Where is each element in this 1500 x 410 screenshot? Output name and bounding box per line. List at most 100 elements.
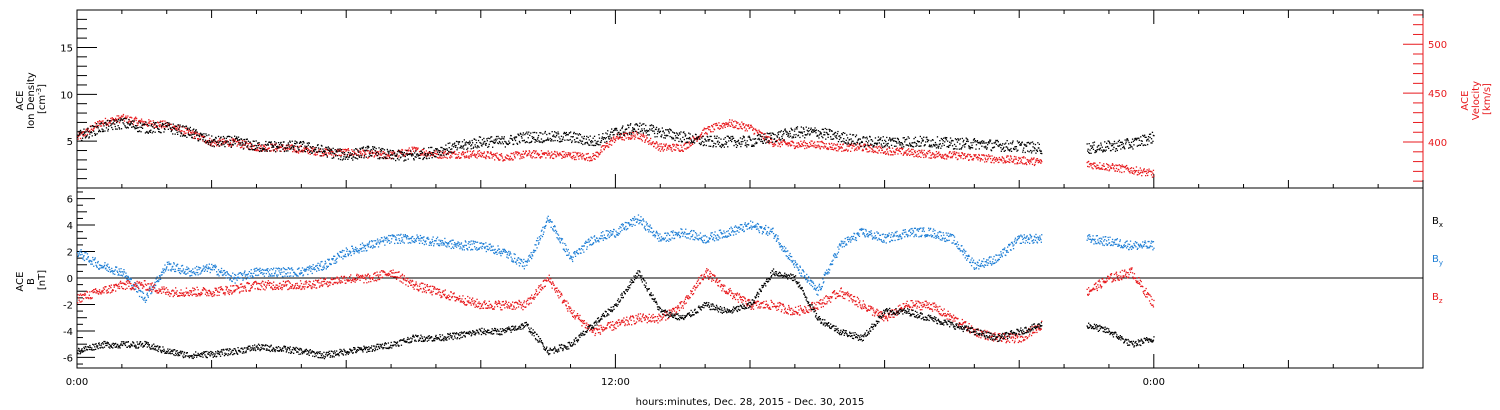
density-point: [1119, 144, 1121, 147]
velocity-point: [1031, 159, 1033, 161]
density-point: [111, 123, 113, 125]
by-point: [298, 267, 300, 269]
velocity-point: [584, 159, 586, 161]
density-point: [773, 138, 776, 140]
density-point: [829, 130, 831, 132]
by-point: [285, 273, 287, 275]
density-point: [525, 141, 527, 143]
by-point: [93, 265, 95, 267]
density-point: [473, 146, 475, 148]
velocity-point: [141, 120, 143, 122]
velocity-point: [735, 124, 737, 127]
by-point: [271, 275, 273, 277]
velocity-point: [656, 142, 658, 144]
velocity-point: [744, 126, 746, 128]
density-point: [435, 156, 437, 158]
density-point: [454, 142, 456, 144]
density-point: [1030, 141, 1032, 144]
velocity-point: [1015, 156, 1017, 158]
density-point: [409, 153, 411, 155]
by-point: [287, 272, 289, 274]
velocity-point: [109, 122, 111, 124]
velocity-point: [810, 140, 812, 142]
density-point: [931, 146, 933, 148]
velocity-point: [549, 152, 551, 154]
by-point: [273, 275, 275, 277]
by-point: [270, 268, 272, 270]
density-point: [823, 131, 825, 133]
density-point: [1102, 150, 1104, 152]
density-point: [944, 136, 946, 139]
by-point: [89, 260, 91, 262]
velocity-point: [482, 152, 484, 155]
velocity-point: [589, 160, 591, 162]
density-point: [600, 141, 602, 144]
density-point: [516, 142, 518, 144]
density-point: [903, 137, 905, 139]
velocity-point: [513, 154, 515, 156]
velocity-point: [211, 142, 213, 144]
by-point: [213, 265, 215, 267]
velocity-point: [681, 149, 683, 151]
velocity-point: [937, 155, 939, 158]
velocity-point: [474, 156, 477, 158]
density-point: [1116, 149, 1118, 152]
density-point: [104, 121, 107, 124]
velocity-point: [1145, 175, 1147, 177]
density-point: [771, 137, 773, 139]
density-point: [354, 153, 356, 155]
velocity-point: [729, 119, 731, 121]
velocity-point: [688, 141, 690, 143]
by-point: [135, 288, 137, 290]
density-point: [749, 136, 751, 139]
density-point: [234, 135, 236, 137]
density-point: [282, 148, 284, 150]
velocity-point: [275, 143, 277, 145]
velocity-point: [391, 153, 393, 155]
velocity-point: [243, 140, 246, 143]
by-point: [156, 280, 158, 283]
velocity-point: [1114, 170, 1117, 172]
density-point: [978, 142, 980, 144]
density-point: [1011, 141, 1014, 144]
density-point: [616, 129, 618, 132]
density-point: [164, 122, 167, 125]
density-point: [558, 141, 561, 143]
velocity-point: [324, 151, 326, 153]
by-point: [198, 268, 200, 271]
by-point: [182, 268, 185, 270]
density-point: [1150, 142, 1152, 144]
velocity-point: [370, 152, 372, 154]
velocity-point: [936, 156, 938, 158]
velocity-point: [766, 141, 768, 143]
density-point: [113, 120, 115, 122]
density-point: [720, 138, 722, 140]
velocity-point: [154, 124, 156, 126]
density-point: [502, 137, 504, 140]
velocity-point: [147, 125, 149, 127]
velocity-point: [1136, 170, 1138, 172]
density-point: [102, 130, 105, 133]
by-point: [333, 262, 335, 264]
density-point: [844, 132, 846, 134]
density-point: [1028, 141, 1030, 144]
velocity-point: [1140, 171, 1142, 174]
density-point: [129, 123, 131, 125]
by-point: [133, 285, 135, 287]
density-point: [935, 143, 937, 146]
by-point: [110, 270, 112, 272]
velocity-point: [352, 150, 354, 152]
density-point: [791, 137, 793, 139]
density-point: [998, 145, 1000, 148]
density-point: [151, 132, 153, 134]
by-point: [294, 274, 296, 276]
density-point: [420, 150, 423, 152]
density-point: [199, 138, 201, 141]
density-point: [734, 141, 737, 143]
velocity-point: [609, 143, 611, 146]
velocity-point: [1116, 170, 1118, 172]
density-point: [588, 144, 590, 146]
density-point: [848, 143, 850, 145]
density-point: [295, 143, 297, 145]
density-point: [1130, 145, 1132, 148]
